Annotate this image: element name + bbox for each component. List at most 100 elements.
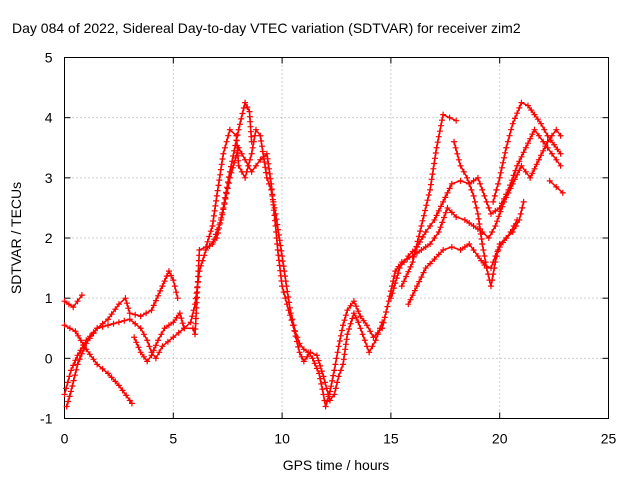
data-marks <box>143 310 150 317</box>
data-point <box>479 241 486 248</box>
data-point <box>131 334 138 341</box>
data-marks <box>407 287 418 303</box>
data-point <box>363 322 370 329</box>
data-marks <box>337 367 344 374</box>
data-marks <box>483 198 492 211</box>
data-marks <box>522 168 529 175</box>
data-marks <box>480 247 489 266</box>
data-marks <box>492 207 499 214</box>
data-point <box>377 325 384 332</box>
data-marks <box>99 365 106 372</box>
data-marks <box>150 287 164 309</box>
data-marks <box>511 104 523 122</box>
data-marks <box>86 330 97 342</box>
data-marks <box>525 131 536 147</box>
data-point <box>361 337 368 344</box>
data-marks <box>517 204 526 217</box>
data-point <box>226 126 233 133</box>
data-marks <box>156 349 163 356</box>
data-marks <box>470 247 477 253</box>
data-point <box>344 307 351 314</box>
data-point <box>137 325 144 332</box>
data-point <box>105 322 112 329</box>
data-point <box>492 222 499 229</box>
data-point <box>516 216 523 223</box>
data-marks <box>228 149 241 176</box>
data-point <box>355 319 362 326</box>
data-point <box>335 373 342 380</box>
data-point <box>422 265 429 272</box>
series-track-10 <box>451 138 527 290</box>
data-marks <box>401 259 407 266</box>
data-point <box>161 325 168 332</box>
data-point <box>226 174 233 181</box>
data-point <box>481 192 488 199</box>
data-point <box>435 228 442 235</box>
data-point <box>105 370 112 377</box>
data-point <box>448 180 455 187</box>
data-point <box>453 213 460 220</box>
data-marks <box>353 314 360 321</box>
data-marks <box>416 269 427 285</box>
data-marks <box>419 192 432 224</box>
data-point <box>457 177 464 184</box>
data-point <box>126 310 133 317</box>
data-marks <box>553 156 560 163</box>
data-marks <box>328 372 337 390</box>
data-marks <box>528 107 535 114</box>
data-marks <box>431 235 438 241</box>
data-marks <box>529 161 540 177</box>
data-point <box>548 150 555 157</box>
data-point <box>181 325 188 332</box>
data-point <box>296 349 303 356</box>
data-point <box>144 358 151 365</box>
data-point <box>496 174 503 181</box>
data-marks <box>244 104 251 111</box>
data-point <box>518 99 525 106</box>
data-marks <box>346 315 356 332</box>
data-marks <box>311 360 320 372</box>
data-point <box>418 222 425 229</box>
data-point <box>257 156 264 163</box>
data-point <box>170 319 177 326</box>
data-point <box>464 174 471 181</box>
y-axis-label: SDTVAR / TECUs <box>8 182 24 294</box>
data-point <box>309 355 316 362</box>
data-marks <box>427 150 439 188</box>
data-point <box>235 144 242 151</box>
data-point <box>387 295 394 302</box>
data-marks <box>165 322 172 329</box>
data-marks <box>466 180 475 193</box>
data-point <box>285 307 292 314</box>
data-marks <box>493 247 502 260</box>
data-marks <box>497 149 509 176</box>
data-point <box>235 162 242 169</box>
data-point <box>461 216 468 223</box>
data-marks <box>538 143 549 159</box>
data-point <box>514 162 521 169</box>
data-point <box>242 174 249 181</box>
data-point <box>252 126 259 133</box>
data-point <box>148 352 155 359</box>
data-point <box>126 316 133 323</box>
data-marks <box>340 336 350 363</box>
data-point <box>440 111 447 118</box>
data-point <box>453 117 460 124</box>
y-tick-label: 5 <box>45 50 53 66</box>
data-point <box>496 204 503 211</box>
series-line <box>211 145 383 403</box>
data-marks <box>547 137 554 144</box>
data-point <box>246 108 253 115</box>
data-point <box>405 253 412 260</box>
data-marks <box>279 258 289 285</box>
data-marks <box>189 307 197 320</box>
data-point <box>331 391 338 398</box>
data-point <box>144 337 151 344</box>
data-marks <box>249 132 258 151</box>
data-point <box>427 241 434 248</box>
x-tick-label: 0 <box>61 431 69 447</box>
data-marks <box>489 229 496 235</box>
data-marks <box>69 366 80 389</box>
data-marks <box>489 265 498 284</box>
x-axis-label: GPS time / hours <box>283 457 390 473</box>
